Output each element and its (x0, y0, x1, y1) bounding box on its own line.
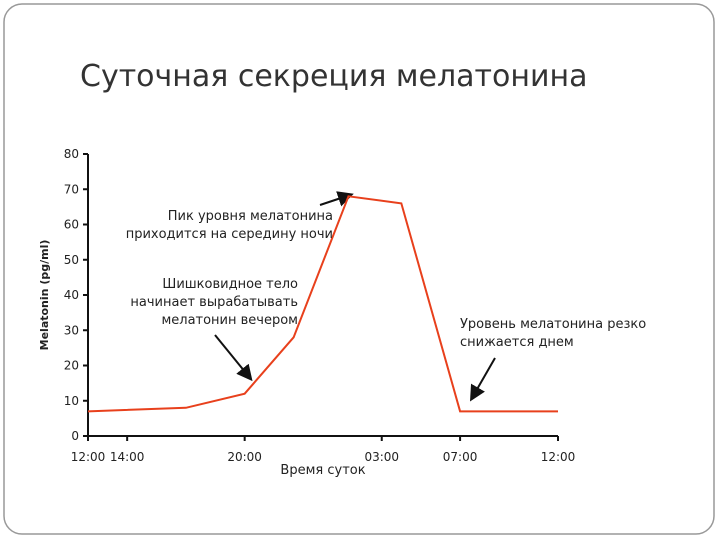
y-tick-label: 60 (64, 218, 79, 232)
annotation: Уровень мелатонина резко (460, 317, 646, 332)
series-line (87, 195, 558, 413)
annotation: мелатонин вечером (161, 313, 298, 328)
y-tick-label: 70 (64, 182, 79, 196)
x-tick-label: 07:00 (443, 450, 478, 464)
y-tick-label: 30 (64, 323, 79, 337)
annotation: приходится на середину ночи (126, 227, 333, 242)
y-axis-label: Melatonin (pg/ml) (38, 240, 51, 351)
y-tick-label: 0 (71, 429, 79, 443)
x-tick-label: 12:00 (71, 450, 106, 464)
x-tick-label: 20:00 (227, 450, 262, 464)
slide-title: Суточная секреция мелатонина (80, 59, 588, 94)
x-tick-label: 14:00 (110, 450, 145, 464)
annotation: начинает вырабатывать (130, 295, 298, 310)
annotation: снижается днем (460, 335, 574, 350)
slide-frame (3, 3, 715, 535)
y-tick-label: 10 (64, 394, 79, 408)
y-tick-label: 20 (64, 359, 79, 373)
y-tick-label: 80 (64, 147, 79, 161)
annotation: Пик уровня мелатонина (168, 209, 333, 224)
annotation-arrows (214, 191, 496, 402)
annotation: Шишковидное тело (162, 277, 298, 292)
x-axis-label: Время суток (280, 463, 365, 478)
y-tick-label: 40 (64, 288, 79, 302)
x-tick-label: 12:00 (541, 450, 576, 464)
x-tick-label: 03:00 (364, 450, 399, 464)
y-tick-label: 50 (64, 253, 79, 267)
